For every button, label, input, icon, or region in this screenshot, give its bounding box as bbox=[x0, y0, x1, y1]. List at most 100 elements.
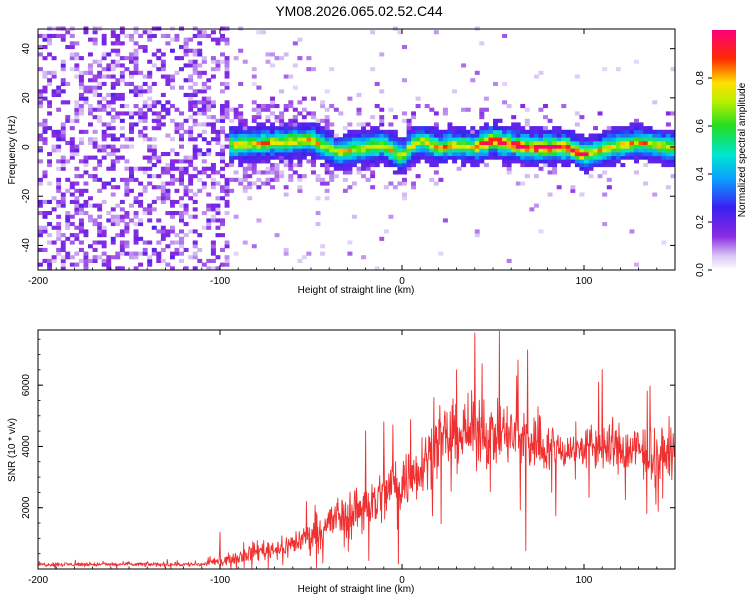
spectrogram-cell bbox=[361, 148, 366, 153]
spectrogram-cell bbox=[306, 137, 312, 142]
spectrogram-cell bbox=[229, 133, 235, 138]
spectrogram-cell bbox=[488, 133, 494, 138]
spectrogram-cell bbox=[543, 129, 548, 134]
spectrogram-cell bbox=[115, 218, 121, 223]
spectrogram-cell bbox=[370, 133, 376, 138]
spectrogram-cell bbox=[665, 144, 671, 149]
spectrogram-cell bbox=[224, 104, 230, 109]
spectrogram-cell bbox=[292, 170, 298, 175]
spectrogram-cell bbox=[552, 163, 558, 168]
spectrogram-cell bbox=[397, 155, 403, 160]
spectrogram-cell bbox=[615, 144, 621, 149]
spectrogram-cell bbox=[197, 111, 203, 116]
spectrogram-cell bbox=[69, 33, 75, 38]
spectrogram-cell bbox=[97, 240, 103, 245]
spectrogram-cell bbox=[110, 118, 116, 123]
spectrogram-cell bbox=[165, 229, 171, 234]
spectrogram-cell bbox=[429, 163, 435, 168]
spectrogram-cell bbox=[361, 174, 366, 179]
spectrogram-cell bbox=[351, 214, 357, 219]
spectrogram-cell bbox=[251, 170, 257, 175]
spectrogram-cell bbox=[315, 126, 321, 131]
spectrogram-cell bbox=[38, 199, 43, 204]
spectrogram-cell bbox=[92, 30, 98, 35]
spectrogram-cell bbox=[474, 144, 480, 149]
spectrogram-cell bbox=[324, 144, 330, 149]
spectrogram-cell bbox=[597, 155, 603, 160]
spectrogram-cell bbox=[579, 140, 585, 145]
spectrogram-cell bbox=[470, 126, 476, 131]
spectrogram-cell bbox=[288, 155, 294, 160]
spectrogram-cell bbox=[643, 155, 649, 160]
spectrogram-cell bbox=[129, 74, 134, 79]
spectrogram-cell bbox=[543, 126, 548, 131]
spectrogram-cell bbox=[106, 100, 112, 105]
spectrogram-cell bbox=[652, 148, 658, 153]
spectrogram-cell bbox=[288, 152, 294, 157]
spectrogram-cell bbox=[333, 152, 339, 157]
spectrogram-cell bbox=[624, 133, 630, 138]
spectrogram-cell bbox=[224, 74, 230, 79]
spectrogram-cell bbox=[438, 148, 444, 153]
spectrogram-cell bbox=[97, 63, 103, 68]
spectrogram-cell bbox=[210, 67, 216, 72]
spectrogram-cell bbox=[270, 163, 275, 168]
spectrogram-cell bbox=[493, 81, 498, 86]
spectrogram-cell bbox=[433, 137, 439, 142]
spectrogram-cell bbox=[552, 155, 558, 160]
spectrogram-cell bbox=[584, 163, 589, 168]
spectrogram-cell bbox=[274, 137, 280, 142]
spectrogram-cell bbox=[142, 185, 148, 190]
spectrogram-cell bbox=[42, 137, 48, 142]
spectrogram-cell bbox=[138, 133, 144, 138]
spectrogram-cell bbox=[456, 140, 462, 145]
spectrogram-cell bbox=[220, 144, 225, 149]
spectrogram-cell bbox=[547, 144, 553, 149]
spectrogram-cell bbox=[438, 251, 444, 256]
spectrogram-cell bbox=[570, 144, 576, 149]
spectrogram-cell bbox=[406, 126, 412, 131]
spectrogram-cell bbox=[634, 129, 639, 134]
spectrogram-cell bbox=[170, 203, 175, 208]
spectrogram-cell bbox=[402, 144, 407, 149]
spectrogram-cell bbox=[561, 152, 567, 157]
spectrogram-frame bbox=[37, 28, 676, 271]
spectrogram-cell bbox=[552, 148, 558, 153]
spectrogram-cell bbox=[242, 148, 248, 153]
spectrogram-cell bbox=[224, 37, 230, 42]
spectrogram-cell bbox=[552, 137, 558, 142]
spectrogram-cell bbox=[597, 159, 603, 164]
spectrogram-cell bbox=[129, 203, 134, 208]
spectrogram-cell bbox=[151, 163, 157, 168]
spectrogram-cell bbox=[188, 96, 194, 101]
spectrogram-cell bbox=[552, 133, 558, 138]
spectrogram-cell bbox=[97, 85, 103, 90]
spectrogram-cell bbox=[129, 188, 134, 193]
snr-y-axis-label: SNR (10 * v/v) bbox=[7, 418, 18, 482]
spectrogram-cell bbox=[238, 118, 244, 123]
spectrogram-cell bbox=[279, 89, 285, 94]
spectrogram-cell bbox=[92, 144, 98, 149]
spectrogram-cell bbox=[515, 148, 521, 153]
spectrogram-cell bbox=[247, 155, 253, 160]
spectrogram-cell bbox=[506, 159, 512, 164]
spectrogram-cell bbox=[233, 251, 239, 256]
spectrogram-cell bbox=[119, 70, 125, 75]
spectrogram-cell bbox=[251, 118, 257, 123]
spectrogram-cell bbox=[160, 92, 166, 97]
spectrogram-cell bbox=[534, 159, 539, 164]
spectrogram-cell bbox=[265, 148, 271, 153]
spectrogram-cell bbox=[442, 137, 448, 142]
spectrogram-cell bbox=[342, 166, 348, 171]
spectrogram-cell bbox=[38, 67, 43, 72]
spectrogram-cell bbox=[433, 163, 439, 168]
spectrogram-cell bbox=[133, 104, 139, 109]
spectrogram-cell bbox=[115, 92, 121, 97]
spectrogram-cell bbox=[242, 174, 248, 179]
spectrogram-cell bbox=[320, 163, 326, 168]
spectrogram-cell bbox=[656, 159, 662, 164]
spectrogram-cell bbox=[47, 258, 52, 263]
spectrogram-cell bbox=[142, 89, 148, 94]
spectrogram-cell bbox=[210, 218, 216, 223]
spectrogram-cell bbox=[574, 155, 580, 160]
